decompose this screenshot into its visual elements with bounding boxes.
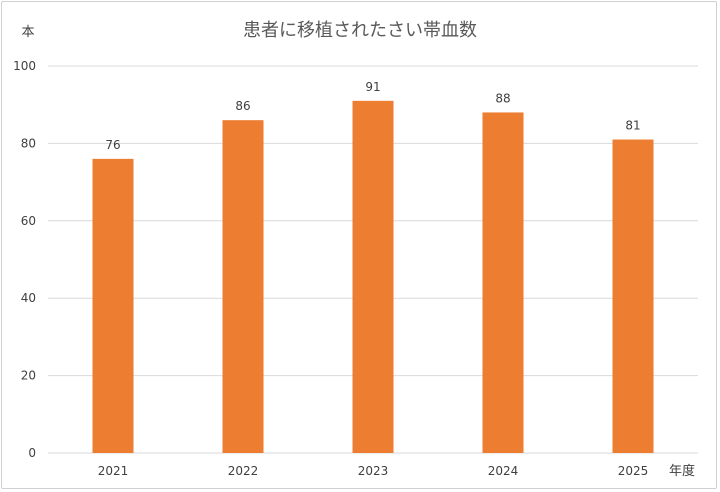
x-axis-unit-label: 年度 xyxy=(669,463,695,479)
y-tick-label: 100 xyxy=(13,59,36,73)
x-axis-ticks: 2021 2022 2023 2024 2025 xyxy=(98,464,649,478)
y-tick-label: 20 xyxy=(21,369,36,383)
bar-2022 xyxy=(222,120,264,454)
y-axis-unit-label: 本 xyxy=(21,25,34,40)
x-tick-label: 2025 xyxy=(618,464,649,478)
x-tick-label: 2021 xyxy=(98,464,129,478)
bar-2021 xyxy=(92,158,134,453)
data-label: 88 xyxy=(495,91,510,105)
y-tick-label: 80 xyxy=(21,136,36,150)
x-tick-label: 2022 xyxy=(228,464,259,478)
bar-2023 xyxy=(352,100,394,453)
data-label: 86 xyxy=(235,99,250,113)
data-label: 81 xyxy=(625,119,640,133)
y-tick-label: 0 xyxy=(28,446,36,460)
chart-title: 患者に移植されたさい帯血数 xyxy=(243,20,477,41)
y-axis-ticks: 0 20 40 60 80 100 xyxy=(13,59,36,460)
bar-2025 xyxy=(612,139,654,453)
bar-2024 xyxy=(482,112,524,453)
data-labels: 76 86 91 88 81 xyxy=(105,80,640,152)
y-tick-label: 60 xyxy=(21,214,36,228)
data-label: 91 xyxy=(365,80,380,94)
data-label: 76 xyxy=(105,138,120,152)
y-tick-label: 40 xyxy=(21,291,36,305)
x-tick-label: 2023 xyxy=(358,464,389,478)
bars xyxy=(92,100,654,454)
x-tick-label: 2024 xyxy=(488,464,519,478)
